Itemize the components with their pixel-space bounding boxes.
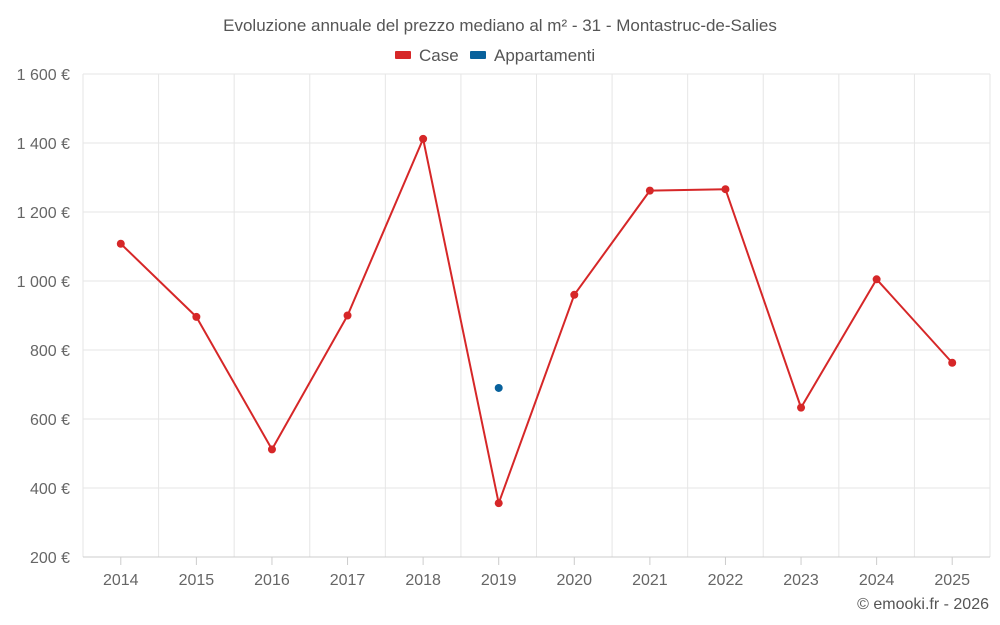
legend-item-case[interactable]: Case <box>395 46 459 65</box>
data-point-case[interactable] <box>267 445 276 454</box>
x-tick-label: 2019 <box>481 572 517 589</box>
data-point-case[interactable] <box>948 358 957 367</box>
y-tick-label: 1 000 € <box>17 274 70 291</box>
y-tick-label: 1 600 € <box>17 67 70 84</box>
y-tick-label: 200 € <box>30 550 70 567</box>
credit-text: © emooki.fr - 2026 <box>857 596 989 613</box>
grid <box>82 73 991 557</box>
x-tick-label: 2016 <box>254 572 290 589</box>
x-tick-label: 2015 <box>179 572 215 589</box>
data-point-case[interactable] <box>192 312 201 321</box>
x-tick-label: 2023 <box>783 572 819 589</box>
x-tick-label: 2018 <box>405 572 441 589</box>
chart-title: Evoluzione annuale del prezzo mediano al… <box>223 16 777 35</box>
data-point-case[interactable] <box>721 185 730 194</box>
legend: Case Appartamenti <box>395 46 595 65</box>
x-tick-label: 2014 <box>103 572 139 589</box>
x-tick-label: 2021 <box>632 572 668 589</box>
x-tick-label: 2022 <box>708 572 744 589</box>
data-point-case[interactable] <box>797 403 806 412</box>
data-point-case[interactable] <box>494 499 503 508</box>
data-point-case[interactable] <box>116 239 125 248</box>
legend-item-appartamenti[interactable]: Appartamenti <box>470 46 595 65</box>
data-point-case[interactable] <box>343 311 352 320</box>
x-tick-label: 2025 <box>934 572 970 589</box>
x-axis-ticks: 2014 2015 2016 2017 2018 2019 2020 2021 2022 2023… <box>103 557 970 589</box>
data-point-case[interactable] <box>419 134 428 143</box>
data-point-case[interactable] <box>645 186 654 195</box>
y-tick-label: 400 € <box>30 481 70 498</box>
legend-swatch-case <box>395 51 411 59</box>
series-line-case <box>120 137 953 505</box>
y-tick-label: 600 € <box>30 412 70 429</box>
data-point-appartamenti[interactable] <box>494 383 503 392</box>
legend-swatch-appartamenti <box>470 51 486 59</box>
y-tick-label: 800 € <box>30 343 70 360</box>
x-tick-label: 2020 <box>556 572 592 589</box>
x-tick-label: 2017 <box>330 572 366 589</box>
y-tick-label: 1 200 € <box>17 205 70 222</box>
legend-label-case: Case <box>419 46 459 65</box>
legend-label-appartamenti: Appartamenti <box>494 46 595 65</box>
x-tick-label: 2024 <box>859 572 895 589</box>
series-layer <box>116 134 957 508</box>
data-point-case[interactable] <box>872 275 881 284</box>
y-axis-ticks: 200 € 400 € 600 € 800 € 1 000 € 1 200 € 1 400 … <box>17 67 70 567</box>
data-point-case[interactable] <box>570 290 579 299</box>
y-tick-label: 1 400 € <box>17 136 70 153</box>
